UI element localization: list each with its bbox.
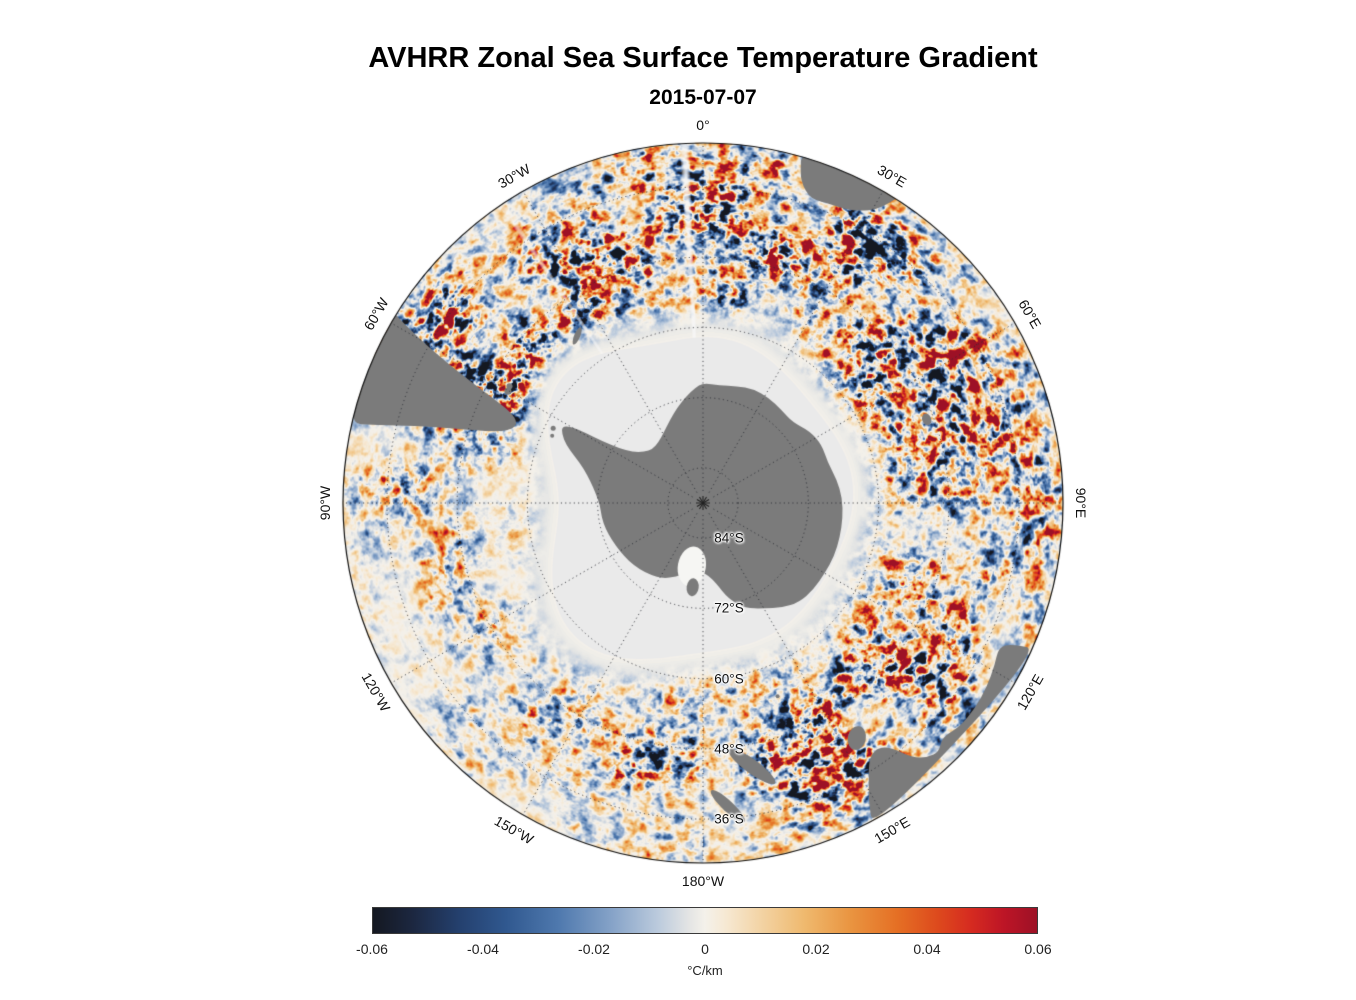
colorbar-tick: 0.02 [802,941,830,957]
polar-map-canvas [323,123,1083,883]
colorbar-tick: -0.04 [467,941,499,957]
colorbar-tick: 0.04 [913,941,941,957]
figure-title: AVHRR Zonal Sea Surface Temperature Grad… [368,42,1038,74]
colorbar-tick: 0.06 [1024,941,1052,957]
colorbar-tick: -0.02 [578,941,610,957]
colorbar-tick: -0.06 [356,941,388,957]
colorbar-unit-label: °C/km [687,963,723,978]
colorbar-tick: 0 [701,941,709,957]
colorbar-gradient [372,907,1038,934]
figure-date-subtitle: 2015-07-07 [649,86,757,109]
